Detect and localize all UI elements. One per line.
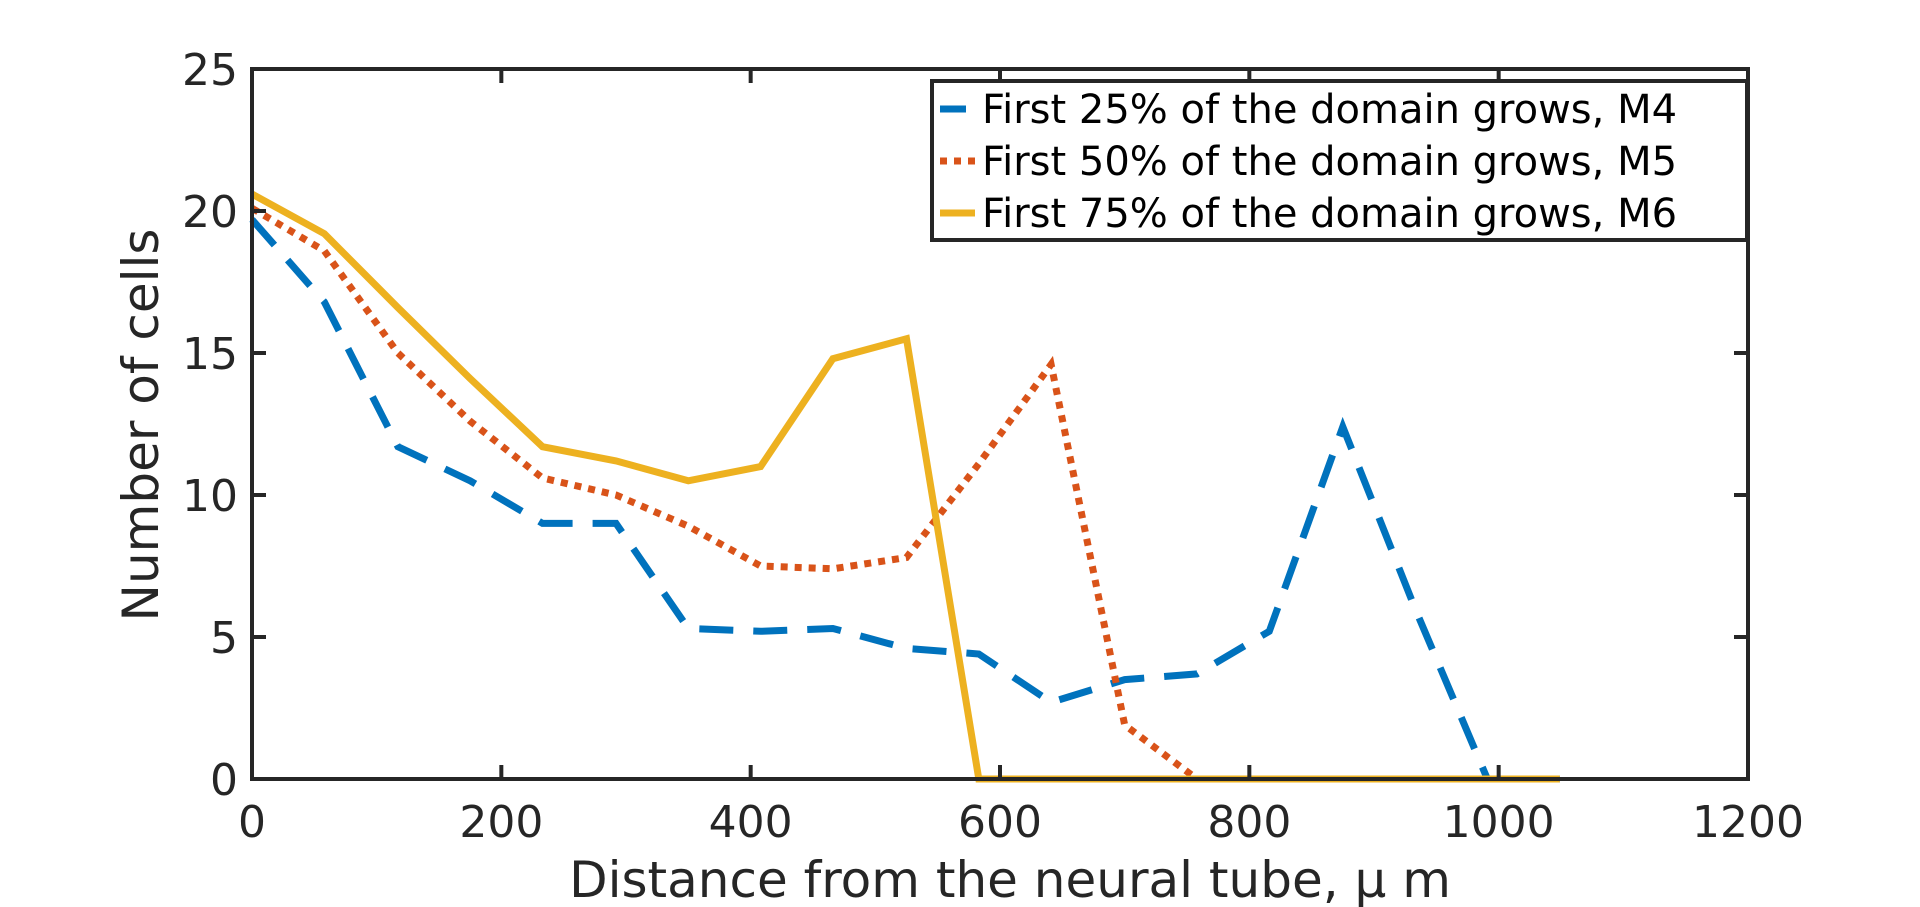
x-tick-label: 1000 xyxy=(1443,797,1555,848)
x-tick-label: 0 xyxy=(238,797,266,848)
legend-label-m5: First 50% of the domain grows, M5 xyxy=(982,139,1677,185)
y-tick-label: 20 xyxy=(182,187,238,238)
series-line-1 xyxy=(249,217,1560,783)
y-tick-label: 5 xyxy=(210,613,238,664)
y-tick-label: 10 xyxy=(182,471,238,522)
legend-entry-m6: First 75% of the domain grows, M6 xyxy=(940,191,1677,237)
legend: First 25% of the domain grows, M4 First … xyxy=(930,79,1749,242)
legend-box xyxy=(930,79,1749,242)
y-tick-label: 25 xyxy=(182,45,238,96)
legend-label-m6: First 75% of the domain grows, M6 xyxy=(982,191,1677,237)
legend-entry-m5: First 50% of the domain grows, M5 xyxy=(940,139,1677,185)
y-tick-label: 0 xyxy=(210,755,238,806)
x-axis-label: Distance from the neural tube, μ m xyxy=(569,851,1451,907)
x-tick-label: 200 xyxy=(459,797,543,848)
x-tick-label: 400 xyxy=(709,797,793,848)
x-tick-label: 600 xyxy=(958,797,1042,848)
x-tick-label: 1200 xyxy=(1692,797,1804,848)
y-axis-label: Number of cells xyxy=(112,229,170,622)
axes-layer: 0 200 400 600 800 1000 1200 0 5 10 15 20 25 xyxy=(182,45,1804,848)
legend-label-m4: First 25% of the domain grows, M4 xyxy=(982,87,1677,133)
y-tick-label: 15 xyxy=(182,329,238,380)
x-tick-label: 800 xyxy=(1207,797,1291,848)
legend-entry-m4: First 25% of the domain grows, M4 xyxy=(940,87,1677,133)
